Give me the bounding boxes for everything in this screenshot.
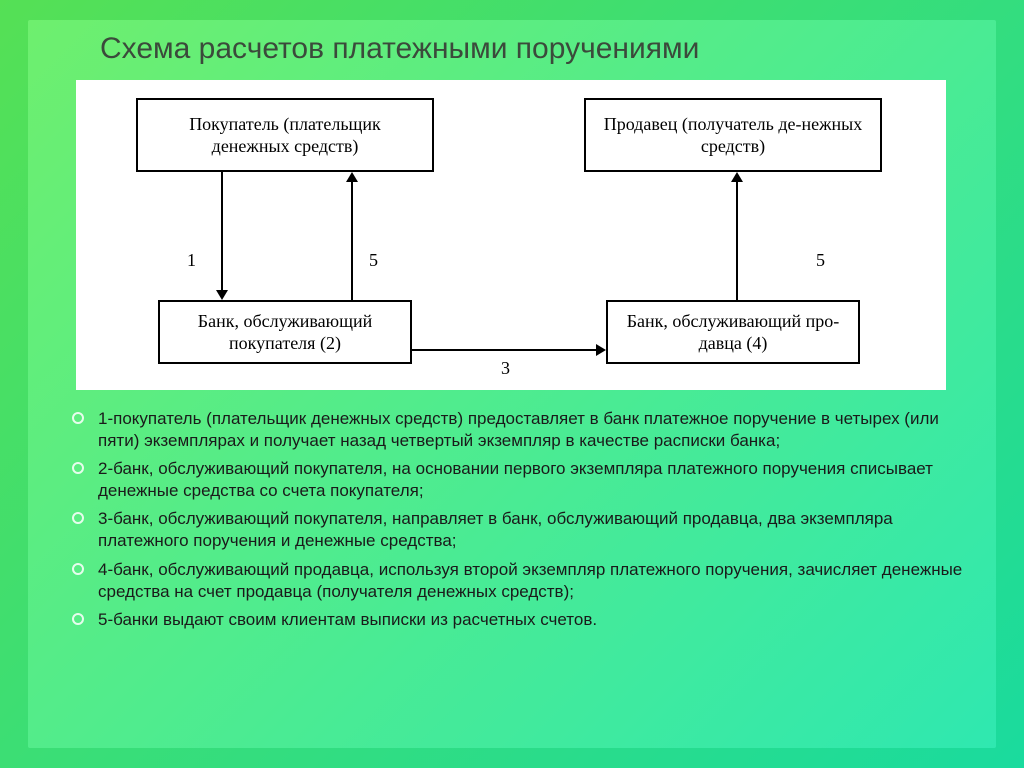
- list-item-text: 2-банк, обслуживающий покупателя, на осн…: [98, 458, 964, 502]
- list-item-text: 5-банки выдают своим клиентам выписки из…: [98, 609, 597, 631]
- bullet-icon: [72, 412, 84, 424]
- edge-label: 1: [187, 250, 196, 271]
- arrowhead-icon: [216, 290, 228, 300]
- arrowhead-icon: [346, 172, 358, 182]
- flowchart-diagram: Покупатель (плательщик денежных средств)…: [76, 80, 946, 390]
- edge-seller_bank-seller: [736, 180, 738, 300]
- node-buyer_bank: Банк, обслуживающий покупателя (2): [158, 300, 412, 364]
- edge-label: 3: [501, 358, 510, 379]
- list-item-text: 4-банк, обслуживающий продавца, использу…: [98, 559, 964, 603]
- list-item-text: 3-банк, обслуживающий покупателя, направ…: [98, 508, 964, 552]
- description-list: 1-покупатель (плательщик денежных средст…: [72, 408, 964, 637]
- node-seller: Продавец (получатель де-нежных средств): [584, 98, 882, 172]
- edge-buyer_bank-buyer: [351, 180, 353, 300]
- edge-label: 5: [816, 250, 825, 271]
- list-item: 4-банк, обслуживающий продавца, использу…: [72, 559, 964, 603]
- bullet-icon: [72, 462, 84, 474]
- arrowhead-icon: [596, 344, 606, 356]
- node-seller_bank: Банк, обслуживающий про-давца (4): [606, 300, 860, 364]
- arrowhead-icon: [731, 172, 743, 182]
- node-buyer: Покупатель (плательщик денежных средств): [136, 98, 434, 172]
- list-item: 3-банк, обслуживающий покупателя, направ…: [72, 508, 964, 552]
- slide-title: Схема расчетов платежными поручениями: [100, 32, 699, 66]
- list-item: 5-банки выдают своим клиентам выписки из…: [72, 609, 964, 631]
- list-item-text: 1-покупатель (плательщик денежных средст…: [98, 408, 964, 452]
- list-item: 2-банк, обслуживающий покупателя, на осн…: [72, 458, 964, 502]
- edge-label: 5: [369, 250, 378, 271]
- bullet-icon: [72, 563, 84, 575]
- edge-buyer_bank-seller_bank: [412, 349, 598, 351]
- bullet-icon: [72, 512, 84, 524]
- bullet-icon: [72, 613, 84, 625]
- list-item: 1-покупатель (плательщик денежных средст…: [72, 408, 964, 452]
- edge-buyer-buyer_bank: [221, 172, 223, 292]
